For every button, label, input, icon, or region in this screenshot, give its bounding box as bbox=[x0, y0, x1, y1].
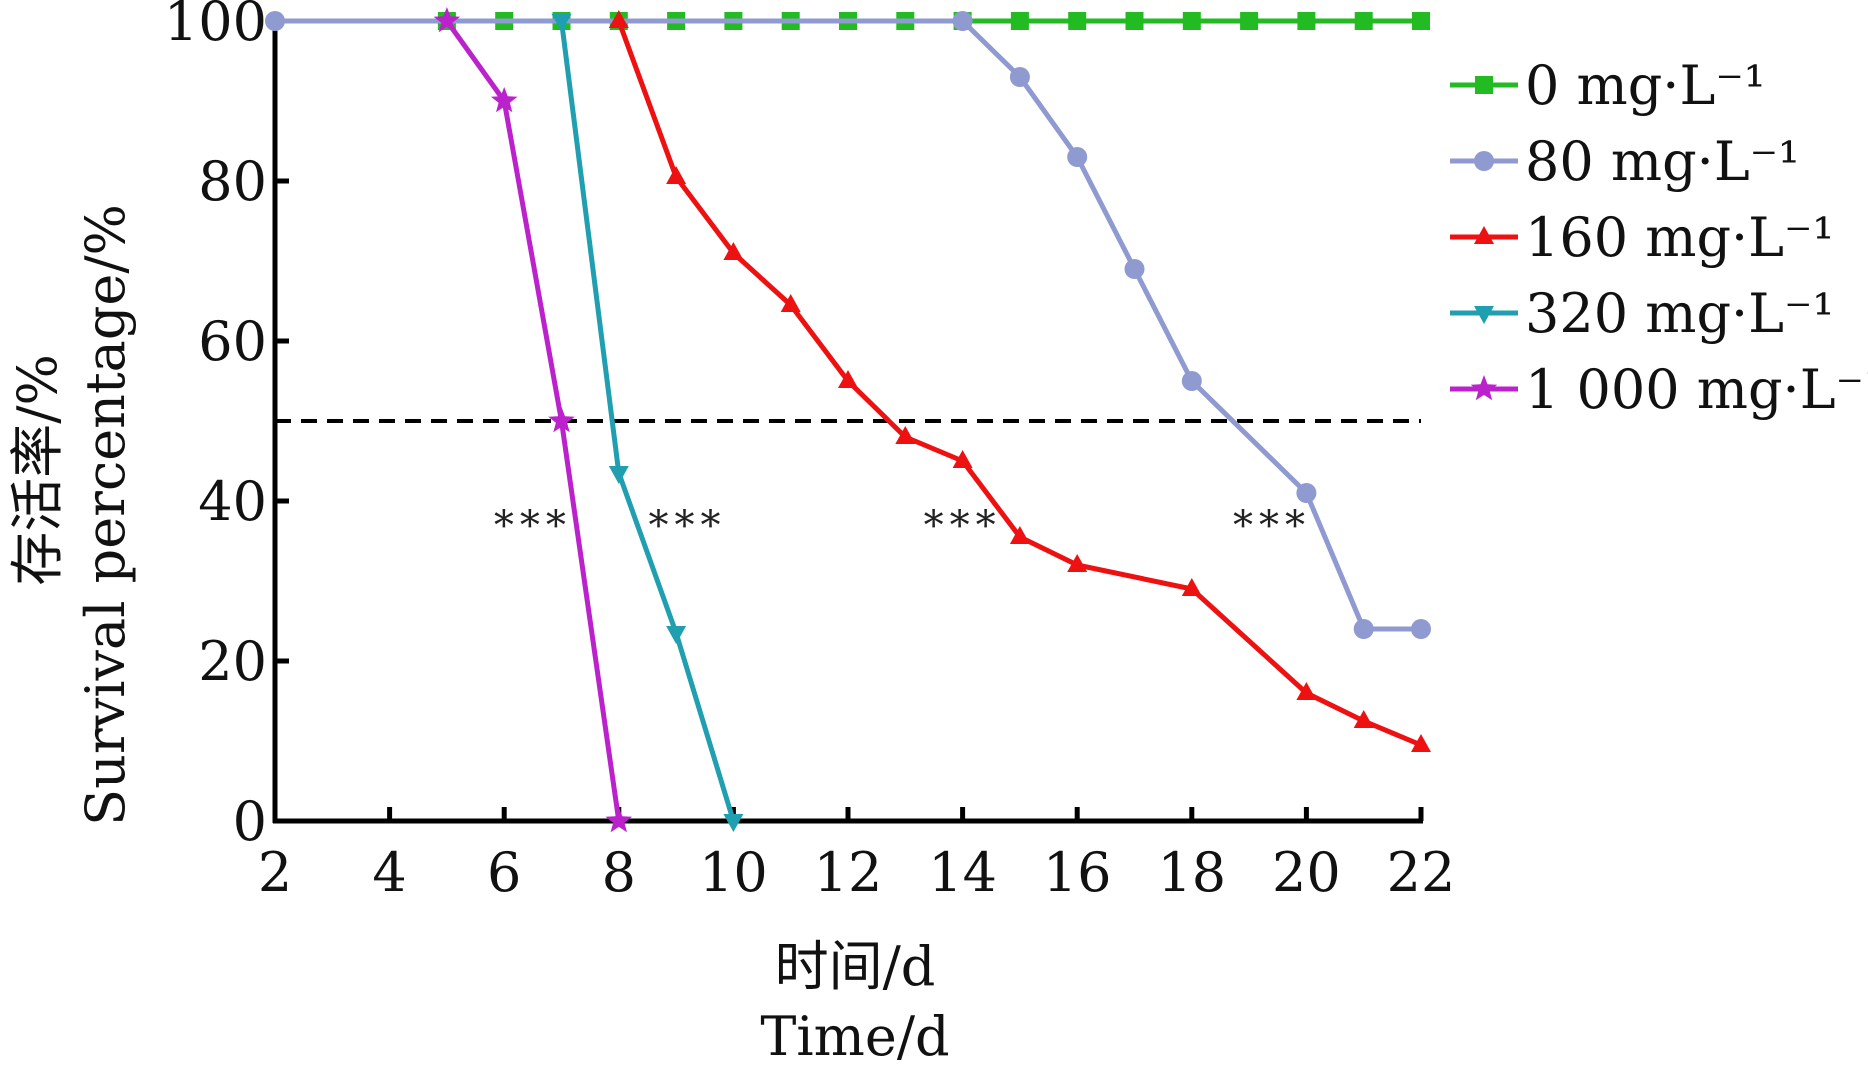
legend-item: 320 mg·L⁻¹ bbox=[1450, 282, 1834, 345]
x-tick-label: 8 bbox=[602, 841, 636, 904]
data-point bbox=[1182, 12, 1201, 30]
x-tick-label: 4 bbox=[372, 841, 406, 904]
significance-annotation: *** bbox=[649, 503, 727, 549]
series-line bbox=[559, 20, 736, 822]
data-point bbox=[605, 807, 633, 833]
data-point bbox=[1474, 226, 1494, 244]
y-axis-title-en: Survival percentage/% bbox=[74, 204, 137, 826]
data-point bbox=[551, 14, 572, 32]
data-point bbox=[1296, 682, 1317, 700]
data-point bbox=[1470, 375, 1498, 401]
data-point bbox=[608, 10, 629, 28]
data-point bbox=[490, 87, 518, 113]
series-3 bbox=[551, 14, 744, 832]
data-point bbox=[1181, 578, 1202, 596]
legend-label: 1 000 mg·L⁻¹ bbox=[1525, 358, 1868, 421]
x-tick-label: 12 bbox=[814, 841, 883, 904]
legend-label: 0 mg·L⁻¹ bbox=[1525, 54, 1765, 117]
data-point bbox=[1068, 12, 1087, 30]
data-point bbox=[1010, 12, 1029, 30]
data-point bbox=[608, 466, 629, 484]
legend: 0 mg·L⁻¹ 80 mg·L⁻¹ 160 mg·L⁻¹ 320 mg·L⁻¹ 1 0… bbox=[1450, 54, 1868, 421]
legend-label: 160 mg·L⁻¹ bbox=[1525, 206, 1834, 269]
data-point bbox=[1296, 483, 1317, 503]
x-tick-label: 18 bbox=[1157, 841, 1226, 904]
data-point bbox=[780, 294, 801, 312]
data-point bbox=[1124, 259, 1145, 279]
data-point bbox=[723, 814, 744, 832]
significance-annotation: *** bbox=[1233, 503, 1311, 549]
data-point bbox=[952, 450, 973, 468]
significance-annotation: *** bbox=[924, 503, 1002, 549]
y-tick-label: 100 bbox=[164, 0, 267, 53]
x-tick-label: 14 bbox=[928, 841, 997, 904]
significance-annotation: *** bbox=[494, 503, 572, 549]
y-tick-label: 20 bbox=[198, 630, 267, 693]
y-tick-label: 60 bbox=[198, 310, 267, 373]
legend-label: 80 mg·L⁻¹ bbox=[1525, 130, 1800, 193]
data-point bbox=[1354, 12, 1373, 30]
data-point bbox=[895, 426, 916, 444]
series-4 bbox=[433, 7, 633, 833]
data-point bbox=[838, 370, 858, 388]
data-point bbox=[433, 7, 461, 33]
data-point bbox=[1353, 710, 1374, 728]
data-point bbox=[1411, 734, 1431, 752]
data-point bbox=[1353, 619, 1374, 639]
x-tick-label: 10 bbox=[699, 841, 768, 904]
data-point bbox=[548, 407, 575, 433]
y-tick-label: 40 bbox=[198, 470, 267, 533]
data-point bbox=[1474, 306, 1494, 324]
legend-item: 80 mg·L⁻¹ bbox=[1450, 130, 1800, 193]
x-tick-label: 22 bbox=[1387, 841, 1456, 904]
data-point bbox=[1009, 67, 1030, 87]
data-point bbox=[1474, 151, 1494, 171]
annotations: *** *** *** *** bbox=[494, 503, 1311, 549]
data-point bbox=[265, 11, 285, 31]
series-2 bbox=[608, 10, 1431, 752]
data-point bbox=[723, 242, 744, 260]
series-layer bbox=[265, 7, 1431, 833]
y-tick-label: 80 bbox=[198, 150, 267, 213]
data-point bbox=[666, 626, 687, 644]
data-point bbox=[1412, 12, 1430, 30]
series-line bbox=[444, 19, 622, 822]
legend-item: 0 mg·L⁻¹ bbox=[1450, 54, 1765, 117]
data-point bbox=[1125, 12, 1144, 30]
legend-item: 160 mg·L⁻¹ bbox=[1450, 206, 1834, 269]
x-axis-title-zh: 时间/d bbox=[775, 935, 936, 998]
data-point bbox=[1297, 12, 1316, 30]
x-tick-label: 6 bbox=[487, 841, 521, 904]
data-point bbox=[1475, 76, 1493, 94]
x-axis-title-en: Time/d bbox=[760, 1005, 949, 1066]
data-point bbox=[1240, 12, 1259, 30]
legend-item: 1 000 mg·L⁻¹ bbox=[1450, 358, 1868, 421]
y-ticks: 0 20 40 60 80 100 bbox=[164, 0, 289, 853]
y-axis-title-zh: 存活率/% bbox=[6, 354, 69, 586]
y-tick-label: 0 bbox=[233, 790, 267, 853]
x-tick-label: 16 bbox=[1043, 841, 1112, 904]
data-point bbox=[1067, 147, 1088, 167]
data-point bbox=[1009, 526, 1030, 544]
legend-label: 320 mg·L⁻¹ bbox=[1525, 282, 1834, 345]
x-tick-label: 2 bbox=[258, 841, 292, 904]
data-point bbox=[1411, 619, 1431, 639]
series-line bbox=[616, 20, 1422, 748]
series-1 bbox=[265, 11, 1431, 639]
data-point bbox=[1067, 554, 1088, 572]
data-point bbox=[1181, 371, 1202, 391]
data-point bbox=[952, 11, 973, 31]
x-ticks: 2 4 6 8 10 12 14 16 18 20 22 bbox=[258, 807, 1456, 904]
x-tick-label: 20 bbox=[1272, 841, 1341, 904]
data-point bbox=[666, 166, 687, 184]
